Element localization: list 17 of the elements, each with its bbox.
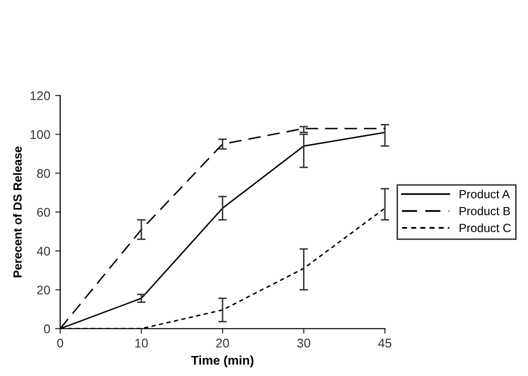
y-tick-label: 60 <box>37 208 50 217</box>
y-tick-label: 0 <box>44 324 50 334</box>
y-tick-label: 100 <box>30 130 50 140</box>
legend-label: Product A <box>460 190 510 198</box>
x-axis-title: Time (min) <box>191 356 254 368</box>
x-tick-label: 10 <box>135 338 148 348</box>
y-tick-label: 40 <box>36 246 50 256</box>
y-axis-title: Perecent of DS Release <box>13 146 22 278</box>
y-tick-label: 20 <box>37 286 50 294</box>
y-tick-label: 80 <box>37 169 50 178</box>
x-tick-label: 20 <box>216 338 230 348</box>
x-tick-label: 45 <box>378 338 392 348</box>
x-tick-label: 0 <box>57 338 64 348</box>
x-tick-label: 30 <box>297 338 310 348</box>
legend-label: Product B <box>460 206 510 216</box>
legend-label: Product C <box>460 223 511 232</box>
y-tick-label: 120 <box>30 91 50 100</box>
